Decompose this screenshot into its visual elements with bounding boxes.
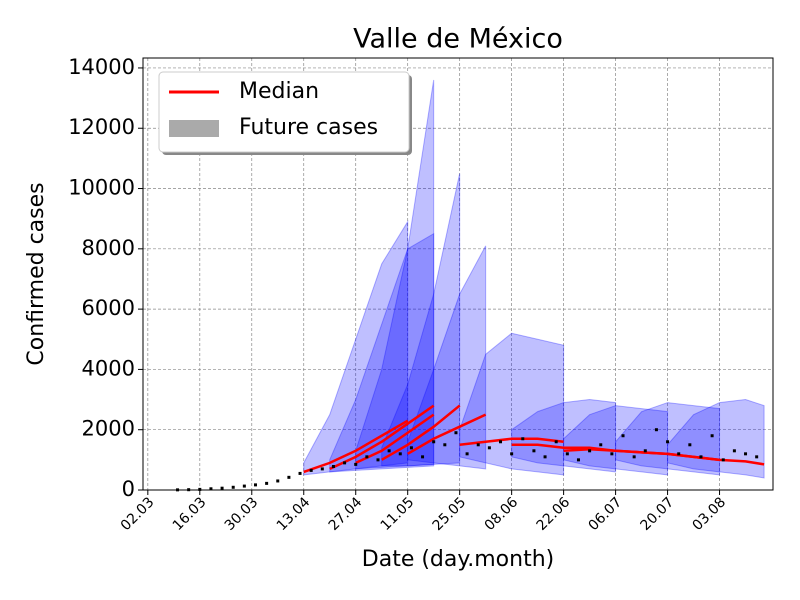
observed-point bbox=[343, 461, 347, 465]
future-band bbox=[667, 399, 765, 479]
y-tick-label: 10000 bbox=[68, 176, 135, 200]
observed-point bbox=[654, 428, 658, 432]
observed-point bbox=[721, 458, 725, 462]
observed-point bbox=[744, 452, 748, 456]
observed-point bbox=[510, 452, 514, 456]
y-tick-label: 6000 bbox=[82, 296, 135, 320]
observed-point bbox=[588, 449, 592, 453]
observed-point bbox=[443, 443, 447, 447]
legend-band-swatch bbox=[169, 120, 219, 137]
observed-point bbox=[242, 484, 246, 488]
future-band bbox=[355, 79, 435, 470]
x-tick-label: 11.05 bbox=[378, 494, 418, 534]
future-band bbox=[563, 405, 669, 476]
observed-point bbox=[699, 455, 703, 459]
x-tick-label: 20.07 bbox=[638, 494, 678, 534]
observed-point bbox=[487, 446, 491, 450]
future-band bbox=[329, 232, 435, 473]
observed-point bbox=[499, 440, 503, 444]
observed-point bbox=[688, 443, 692, 447]
observed-point bbox=[354, 462, 358, 466]
future-band bbox=[303, 219, 409, 476]
observed-point bbox=[421, 455, 425, 459]
future-band bbox=[511, 399, 617, 473]
observed-point bbox=[198, 487, 202, 491]
y-tick-label: 12000 bbox=[68, 115, 135, 139]
median-line bbox=[355, 413, 435, 465]
y-tick-label: 2000 bbox=[82, 417, 135, 441]
x-tick-label: 03.08 bbox=[690, 494, 730, 534]
median-line bbox=[303, 419, 409, 474]
observed-point bbox=[476, 443, 480, 447]
observed-point bbox=[532, 449, 536, 453]
x-tick-label: 13.04 bbox=[274, 494, 314, 534]
observed-point bbox=[599, 443, 603, 447]
observed-point bbox=[710, 434, 714, 438]
observed-point bbox=[432, 440, 436, 444]
observed-point bbox=[209, 487, 213, 491]
observed-point bbox=[576, 458, 580, 462]
observed-point bbox=[253, 483, 257, 487]
future-band bbox=[407, 245, 487, 470]
chart-title: Valle de México bbox=[353, 24, 563, 55]
observed-point bbox=[621, 434, 625, 438]
observed-point bbox=[320, 467, 324, 471]
median-line bbox=[407, 413, 487, 455]
future-band bbox=[381, 173, 461, 467]
observed-point bbox=[543, 455, 547, 459]
observed-point bbox=[677, 452, 681, 456]
observed-point bbox=[755, 455, 759, 459]
observed-point bbox=[398, 452, 402, 456]
legend-label: Median bbox=[239, 79, 319, 104]
observed-point bbox=[643, 449, 647, 453]
observed-point bbox=[276, 479, 280, 483]
observed-point bbox=[632, 455, 636, 459]
plot-frame bbox=[142, 57, 774, 491]
observed-point bbox=[666, 440, 670, 444]
y-tick-label: 0 bbox=[122, 477, 135, 501]
observed-point bbox=[298, 471, 302, 475]
legend-box bbox=[158, 71, 410, 153]
observed-point bbox=[220, 486, 224, 490]
x-axis-label: Date (day.month) bbox=[362, 547, 554, 572]
observed-point bbox=[732, 449, 736, 453]
median-line bbox=[329, 404, 435, 471]
y-tick-label: 14000 bbox=[68, 55, 135, 79]
x-tick-label: 08.06 bbox=[482, 494, 522, 534]
observed-point bbox=[454, 431, 458, 435]
median-line bbox=[667, 452, 765, 466]
x-tick-label: 30.03 bbox=[222, 494, 262, 534]
observed-point bbox=[309, 468, 313, 472]
observed-point bbox=[376, 458, 380, 462]
observed-point bbox=[409, 446, 413, 450]
y-tick-label: 4000 bbox=[82, 356, 135, 380]
observed-point bbox=[231, 485, 235, 489]
observed-point bbox=[465, 452, 469, 456]
observed-point bbox=[387, 449, 391, 453]
observed-point bbox=[521, 437, 525, 441]
y-tick-label: 8000 bbox=[82, 236, 135, 260]
x-tick-label: 25.05 bbox=[430, 494, 470, 534]
median-line bbox=[459, 437, 564, 447]
legend-label: Future cases bbox=[239, 115, 378, 140]
observed-point bbox=[365, 455, 369, 459]
observed-point bbox=[287, 475, 291, 479]
observed-point bbox=[265, 481, 269, 485]
x-tick-label: 06.07 bbox=[586, 494, 626, 534]
observed-point bbox=[565, 452, 569, 456]
median-line bbox=[381, 404, 461, 461]
x-tick-label: 16.03 bbox=[170, 494, 210, 534]
x-tick-label: 22.06 bbox=[534, 494, 574, 534]
observed-point bbox=[331, 464, 335, 468]
y-axis-label: Confirmed cases bbox=[24, 182, 49, 365]
observed-point bbox=[554, 440, 558, 444]
observed-point bbox=[610, 452, 614, 456]
x-tick-label: 27.04 bbox=[326, 494, 366, 534]
